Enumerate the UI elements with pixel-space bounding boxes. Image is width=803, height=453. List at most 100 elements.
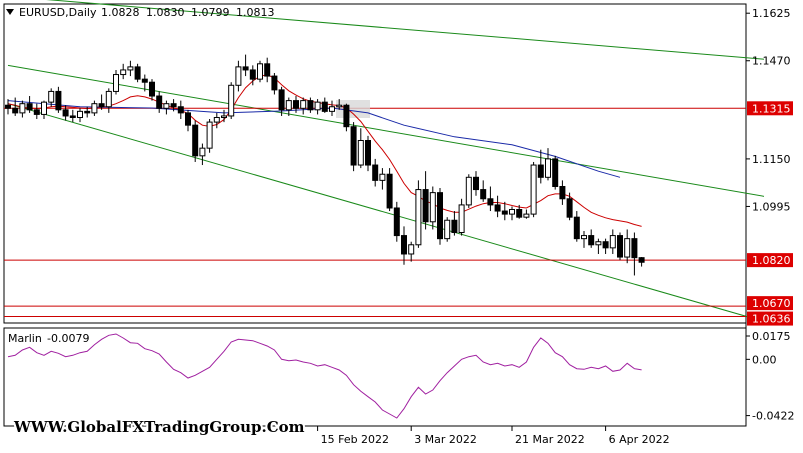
candle	[12, 97, 19, 116]
candle	[429, 186, 436, 230]
candle-body	[537, 164, 544, 178]
candle-body	[120, 69, 127, 76]
candle	[617, 232, 623, 261]
candle	[537, 149, 544, 184]
candle	[314, 99, 321, 115]
candle	[372, 158, 379, 187]
candle	[552, 155, 559, 190]
candle	[602, 238, 609, 254]
candle	[581, 230, 587, 248]
channel-line-1	[46, 0, 765, 60]
chart-header-high: 1.0830	[146, 6, 185, 19]
indicator-plot-border	[3, 327, 747, 427]
candle	[235, 60, 242, 92]
candle-body	[163, 103, 170, 109]
chart-header-open: 1.0828	[101, 6, 140, 19]
candle-body	[329, 106, 335, 112]
candle	[163, 100, 170, 115]
indicator-tick-0.00: 0.00	[746, 353, 777, 366]
candle	[185, 109, 191, 132]
candle-body	[516, 209, 523, 218]
candle-body	[357, 139, 364, 166]
candle-body	[444, 219, 451, 240]
time-label: 6 Apr 2022	[605, 426, 670, 446]
candle	[69, 109, 76, 123]
candle-body	[48, 90, 55, 103]
candle-body	[336, 104, 343, 108]
candle	[213, 112, 220, 129]
candle-body	[372, 164, 379, 181]
candle	[365, 135, 371, 172]
candle	[465, 174, 472, 208]
candle-body	[12, 107, 19, 114]
price-label-1.0995: 1.0995	[746, 200, 791, 213]
indicator-value: -0.0079	[47, 332, 89, 345]
price-label-1.0670: 1.0670	[747, 296, 793, 311]
candle-body	[573, 216, 580, 240]
marlin-line	[7, 333, 642, 419]
candle-body	[249, 69, 256, 80]
price-label-1.0820: 1.0820	[747, 253, 793, 268]
price-label-1.1470: 1.1470	[746, 55, 791, 68]
candle-body	[408, 244, 415, 255]
candle-body	[422, 189, 429, 223]
candle	[588, 229, 595, 248]
candle-body	[33, 109, 40, 115]
candle-body	[638, 257, 645, 263]
candle-body	[350, 126, 357, 166]
candle	[401, 226, 407, 265]
candle	[609, 229, 616, 254]
candle	[509, 206, 515, 221]
candle-body	[530, 164, 537, 215]
collapse-triangle-icon[interactable]	[6, 9, 14, 15]
candle-body	[609, 235, 616, 249]
candle	[19, 100, 26, 118]
candlesticks	[5, 54, 645, 276]
candle-body	[235, 66, 242, 86]
candle	[480, 180, 487, 202]
candle-body	[437, 192, 443, 240]
candle-body	[62, 109, 69, 117]
candle	[249, 65, 256, 86]
candle	[113, 69, 119, 95]
candle-body	[552, 158, 559, 188]
candle-body	[105, 90, 112, 108]
candle-body	[617, 235, 623, 258]
candle	[624, 229, 631, 264]
candle-body	[41, 101, 47, 115]
candle	[487, 186, 494, 212]
channel-line-2	[7, 103, 765, 322]
price-label-text: 1.0670	[752, 297, 791, 310]
candle	[523, 209, 530, 219]
indicator-tick-0.0175: 0.0175	[746, 330, 791, 343]
candle	[271, 73, 278, 95]
time-label-text: 3 Mar 2022	[414, 433, 477, 446]
candle-body	[509, 209, 515, 215]
candle	[336, 99, 343, 110]
time-label: 21 Mar 2022	[511, 426, 585, 446]
candle	[278, 86, 285, 116]
candle-body	[141, 78, 148, 83]
candle-body	[465, 176, 472, 206]
price-label-box	[747, 311, 793, 326]
candle	[638, 257, 645, 267]
candle	[48, 88, 55, 107]
time-label: 3 Mar 2022	[410, 426, 477, 446]
candle-body	[429, 192, 436, 223]
candle	[26, 96, 33, 113]
price-label-text: 1.1470	[752, 55, 791, 68]
chart-header-low: 1.0799	[191, 6, 230, 19]
candle-body	[5, 104, 11, 109]
candle-body	[595, 241, 602, 246]
candle-body	[134, 66, 141, 80]
candle-body	[314, 101, 321, 111]
candle-body	[285, 100, 292, 111]
price-label-text: 1.0636	[752, 313, 791, 326]
candle-body	[19, 103, 26, 114]
candle	[257, 60, 263, 83]
candle	[307, 97, 314, 113]
candle	[149, 79, 155, 101]
indicator-axis: 0.0175 0.00 -0.0422	[746, 330, 794, 423]
candle	[321, 97, 328, 113]
